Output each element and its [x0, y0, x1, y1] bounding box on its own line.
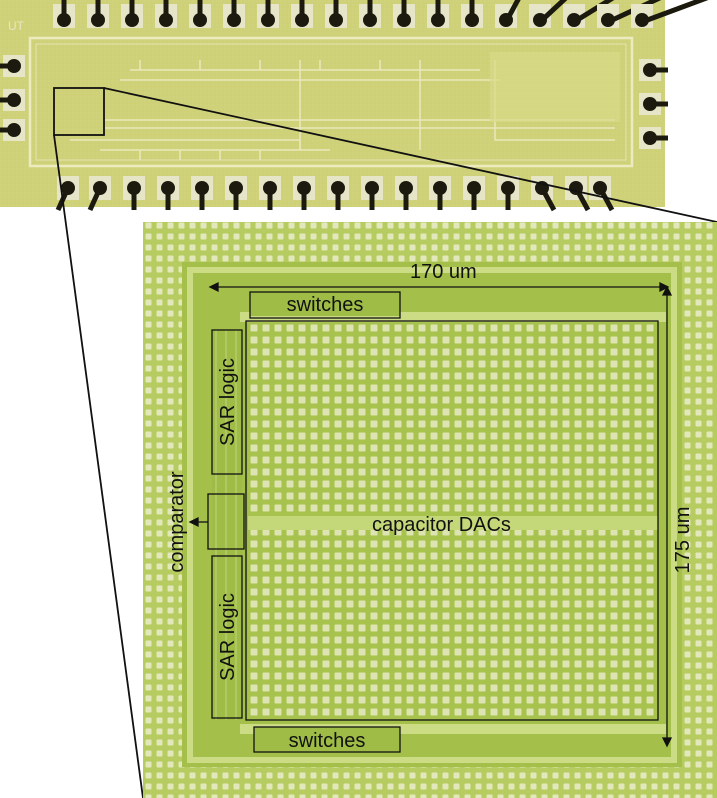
- bond-pad: [87, 176, 111, 212]
- cap-dac-outline: [245, 320, 659, 721]
- bond-pad: [157, 176, 179, 210]
- comparator-arrow: [188, 516, 208, 528]
- switches-bottom-label: switches: [289, 730, 366, 752]
- bond-pad: [427, 0, 449, 28]
- bond-pad: [259, 176, 281, 210]
- switches-top-label: switches: [287, 294, 364, 316]
- bond-pad: [429, 176, 451, 210]
- bond-pad: [325, 0, 347, 28]
- sar-logic-bottom-label: SAR logic: [217, 593, 239, 681]
- switches-top-box: [249, 291, 401, 319]
- bond-pad: [639, 127, 668, 149]
- bond-pad: [121, 0, 143, 28]
- sar-logic-top-box: [211, 329, 243, 475]
- zoomed-micrograph: 170 um switches switches capacitor DACs …: [143, 222, 717, 798]
- bond-pad: [393, 0, 415, 28]
- bond-pad: [257, 0, 279, 28]
- side-bond-pads: [0, 55, 668, 149]
- bond-pad: [395, 176, 417, 210]
- bond-pad: [0, 89, 25, 111]
- comparator-label: comparator: [166, 471, 188, 572]
- bond-pad: [123, 176, 145, 210]
- bond-pad: [359, 0, 381, 28]
- bond-pad: [87, 0, 109, 28]
- bottom-bond-pads: [55, 176, 615, 212]
- bond-pad: [225, 176, 247, 210]
- chip-die: UT: [0, 0, 709, 212]
- bond-pad: [191, 176, 213, 210]
- bond-pad: [155, 0, 177, 28]
- capacitor-dacs-label: capacitor DACs: [372, 514, 511, 536]
- bond-pad: [0, 119, 25, 141]
- sar-logic-top-label: SAR logic: [217, 358, 239, 446]
- height-label: 175 um: [672, 507, 694, 574]
- bond-pad: [293, 176, 315, 210]
- bond-pad: [631, 0, 709, 28]
- bond-pad: [495, 0, 521, 28]
- bond-pad: [639, 59, 668, 81]
- bond-pad: [55, 176, 79, 212]
- bond-pad: [563, 0, 615, 28]
- bond-pad: [639, 93, 668, 115]
- bond-pad: [189, 0, 211, 28]
- top-bond-pads: [53, 0, 709, 28]
- bond-pad: [529, 0, 568, 28]
- bond-pad: [0, 55, 25, 77]
- bond-pad: [223, 0, 245, 28]
- switches-bottom-box: [253, 726, 401, 753]
- bond-pad: [53, 0, 75, 28]
- height-dimension-arrow: [661, 285, 673, 748]
- zoom-projection-lines: [53, 87, 717, 798]
- zoom-region-box: [53, 87, 105, 136]
- bond-pad: [361, 176, 383, 210]
- sar-logic-bottom-box: [211, 555, 243, 719]
- bond-pad: [291, 0, 313, 28]
- bond-pad: [327, 176, 349, 210]
- chip-corner-mark: UT: [8, 19, 25, 33]
- width-label: 170 um: [410, 261, 477, 283]
- bond-pad: [589, 176, 615, 212]
- width-dimension-arrow: [208, 281, 670, 293]
- die-routing: [70, 60, 615, 160]
- bond-pad: [461, 0, 483, 28]
- bond-pad: [497, 176, 519, 210]
- bond-pad: [463, 176, 485, 210]
